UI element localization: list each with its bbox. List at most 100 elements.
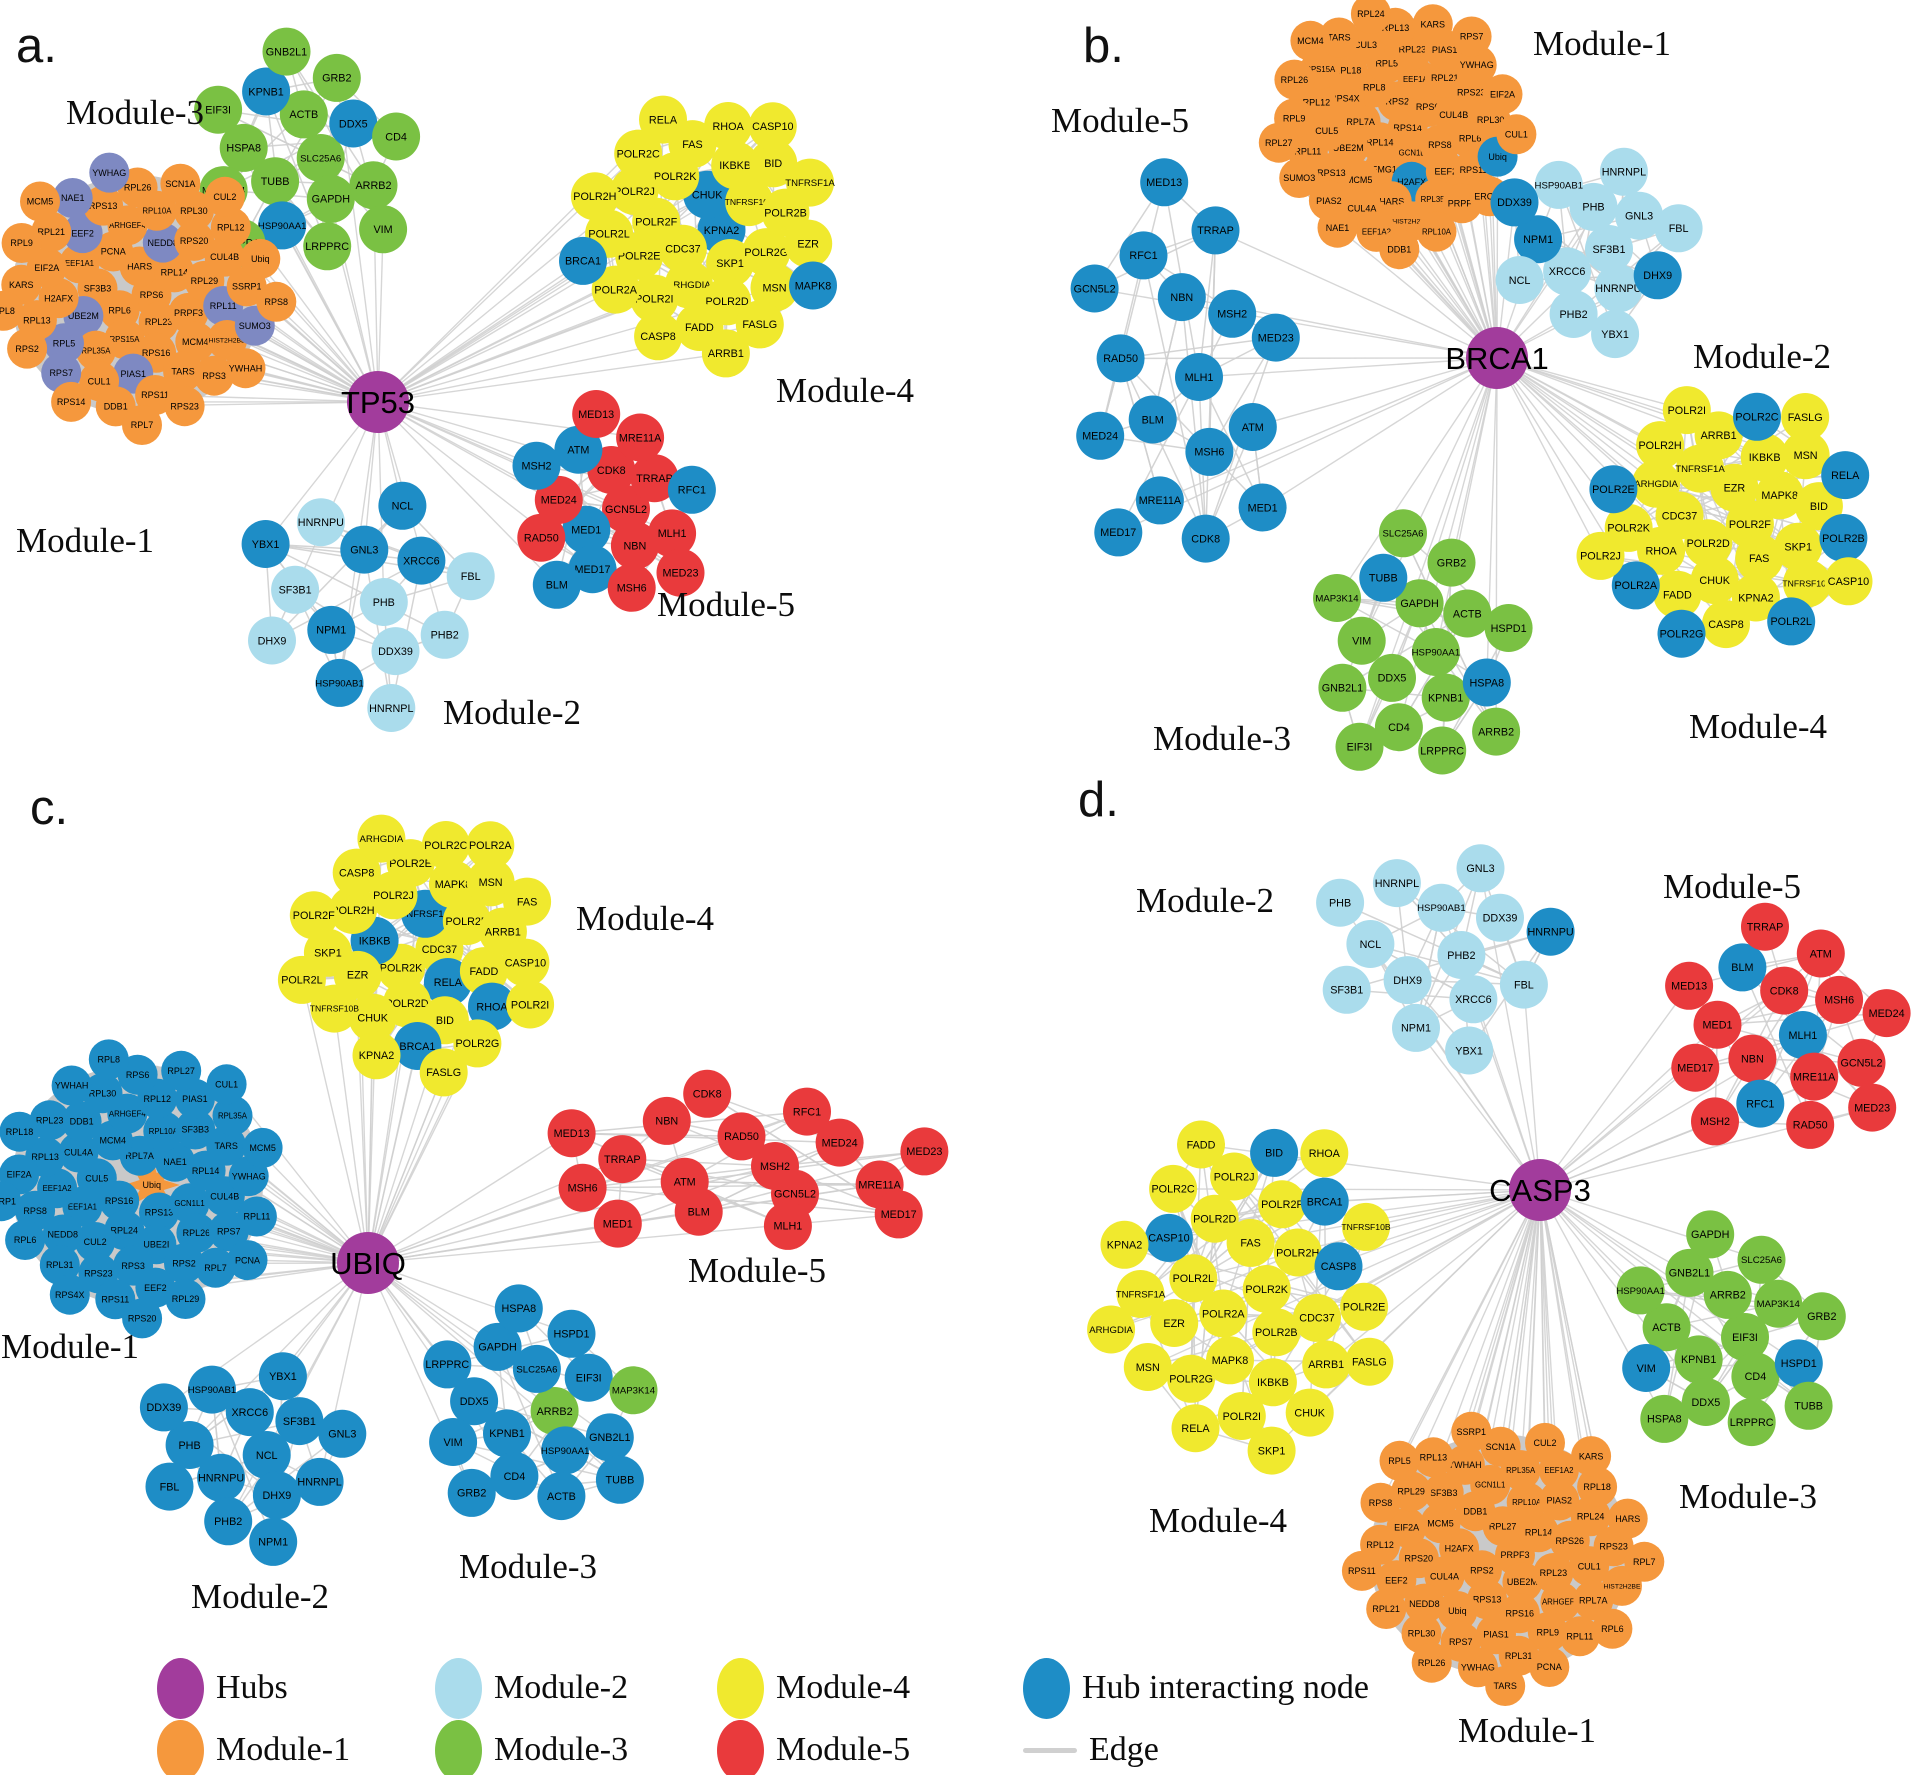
node-cdk8 [1181,514,1230,563]
node-rhoa [468,982,516,1031]
hub-node-brca1 [1466,327,1528,389]
node-casp10 [1144,1213,1193,1262]
node-casp8 [634,312,683,361]
node-nbn [610,521,659,570]
node-trrap [1191,206,1240,255]
node-arrb2 [1472,707,1521,756]
node-ncl [378,481,427,530]
node-sf3b1 [1322,965,1371,1014]
node-rps2 [164,1243,204,1284]
node-ddx39 [1476,893,1524,942]
panel-b-module-2-label: Module-2 [1693,337,1831,376]
node-rpl35a [75,330,116,371]
node-gnb2l1 [262,27,311,76]
node-rpl11 [236,1196,277,1237]
node-polr2b [442,897,491,946]
node-rpl10a [1416,211,1457,252]
node-dhx9 [248,616,296,665]
node-ywhah [1444,1444,1485,1485]
node-faslg [1345,1337,1394,1386]
node-gcn5l2 [602,485,650,533]
node-hnrnpl [367,684,416,732]
node-eef1a1 [59,243,100,284]
panel-a-module-2-label: Module-2 [443,693,581,732]
node-msn [750,263,799,312]
node-fas [1226,1218,1275,1267]
node-med23 [656,548,705,597]
node-rpl7 [122,405,162,445]
panel-c-module-1-label: Module-1 [1,1327,139,1366]
node-rpl11 [1559,1616,1600,1657]
node-med24 [1076,411,1125,460]
node-arrb2 [530,1387,579,1435]
node-med24 [534,475,583,524]
node-kpnb1 [483,1409,531,1458]
node-actb [1443,589,1492,638]
node-med23 [1848,1083,1897,1132]
node-eif3i [194,85,243,134]
node-ube2m [1502,1562,1543,1602]
node-rpl31 [1498,1635,1539,1676]
node-casp10 [501,938,550,987]
node-fbl [1499,960,1548,1009]
node-ubiq [1437,1591,1478,1631]
node-cul2 [204,176,245,217]
node-ikbkb [711,141,760,190]
node-ddx39 [139,1383,188,1432]
hub-label-ubiq: UBIQ [330,1246,406,1281]
node-ncl [242,1431,291,1479]
node-mre11a [1135,476,1184,525]
node-map3k14 [609,1366,658,1415]
node-gapdh [1395,579,1444,628]
node-rfc1 [1736,1079,1785,1128]
node-cdk8 [1760,966,1809,1015]
node-arrb2 [1703,1270,1752,1319]
node-tubb [1359,553,1408,602]
node-hnrnpu [296,498,345,547]
node-kpnb1 [242,67,291,116]
node-cul4a [58,1132,99,1173]
node-rela [423,958,472,1006]
node-rpl27 [161,1050,202,1091]
node-rpl10a [143,1111,184,1152]
node-med24 [815,1118,864,1167]
node-grb2 [312,53,361,102]
node-nbn [642,1096,691,1145]
node-rpl26 [1274,59,1315,100]
node-rela [639,95,687,144]
node-msh6 [558,1163,607,1212]
node-ddx39 [371,627,420,676]
node-tars [206,1125,247,1166]
hub-node-ubiq [337,1232,399,1294]
node-gapdh [473,1322,522,1371]
node-eif3i [1335,722,1384,771]
node-ddb1 [1379,229,1420,270]
node-polr2b [1252,1308,1301,1357]
panel-d-module-1-label: Module-1 [1458,1711,1596,1750]
node-med23 [1251,313,1300,362]
node-npm1 [1514,215,1563,264]
node-nedd8 [142,222,183,263]
hub-label-tp53: TP53 [341,385,415,420]
node-rps13 [139,1192,179,1233]
node-ddx5 [1681,1378,1730,1426]
node-cul1 [206,1064,247,1105]
node-rps8 [1360,1482,1401,1523]
node-phb [165,1421,214,1469]
node-gapdh [306,174,355,223]
node-rad50 [517,513,566,562]
node-polr2i [630,274,679,323]
node-med23 [900,1127,949,1176]
node-ddb1 [61,1101,102,1142]
node-rpl23 [29,1100,70,1141]
node-nbn [1157,273,1206,322]
node-polr2j [610,167,659,215]
node-rpl6 [1592,1608,1633,1649]
node-phb [1316,878,1365,927]
panel-c-module-3-label: Module-3 [459,1547,597,1586]
node-rpl18 [1577,1466,1618,1507]
node-skp1 [1247,1426,1296,1475]
node-tubb [595,1455,644,1504]
node-xrcc6 [397,536,446,585]
node-rela [1821,451,1870,500]
